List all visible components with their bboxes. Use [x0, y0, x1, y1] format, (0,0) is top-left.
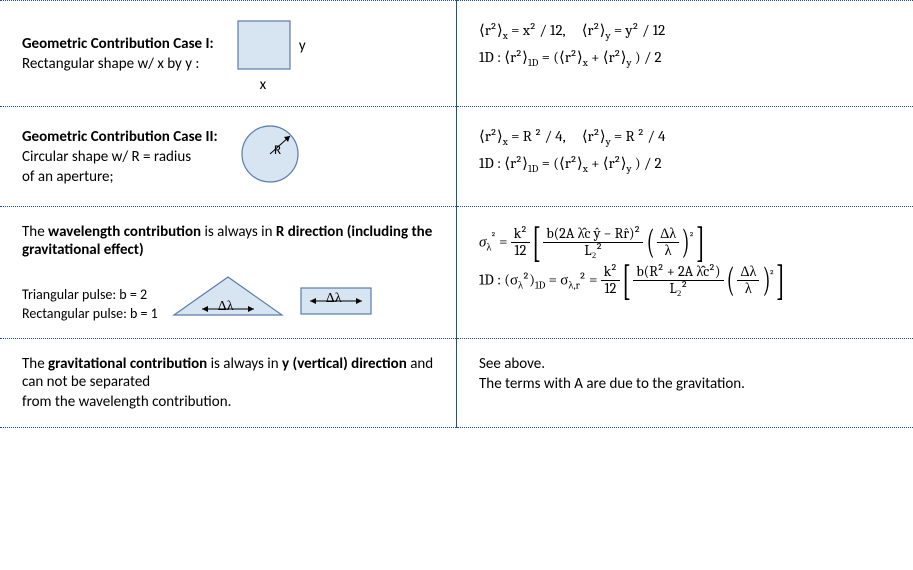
row-case1: Geometric Contribution Case I: Rectangul… — [0, 1, 913, 107]
rect-label-y: y — [299, 37, 306, 55]
pulse2-label: Rectangular pulse: b = 1 — [22, 305, 158, 322]
rect-label-x: x — [260, 76, 267, 94]
pulse1-label: Triangular pulse: b = 2 — [22, 286, 158, 303]
case2-eq1: ⟨r²⟩x = R ² / 4, ⟨r²⟩y = R ² / 4 — [479, 127, 897, 148]
case2-title: Geometric Contribution Case II: — [22, 128, 218, 146]
rect-pulse-label: Δλ — [326, 289, 342, 307]
case1-eq2: 1D : ⟨r²⟩1D = (⟨r²⟩x + ⟨r²⟩y ) / 2 — [479, 48, 897, 69]
triangle-shape: Δλ — [172, 273, 284, 324]
case2-eq2: 1D : ⟨r²⟩1D = (⟨r²⟩x + ⟨r²⟩y ) / 2 — [479, 154, 897, 175]
circle-label: R — [274, 143, 281, 158]
case1-eq1: ⟨r²⟩x = x² / 12, ⟨r²⟩y = y² / 12 — [479, 21, 897, 42]
grav-line2: from the wavelength contribution. — [22, 393, 440, 411]
grav-r2: The terms with A are due to the gravitat… — [479, 375, 897, 393]
circle-shape: R — [236, 121, 308, 192]
rect-pulse-shape: Δλ — [298, 285, 376, 324]
content-table: Geometric Contribution Case I: Rectangul… — [0, 0, 913, 428]
rect-shape: y x — [232, 15, 312, 92]
pulse-labels: Triangular pulse: b = 2 Rectangular puls… — [22, 284, 158, 324]
case2-sub2: of an aperture; — [22, 168, 218, 186]
row-wavelength: The wavelength contribution is always in… — [0, 207, 913, 339]
grav-r1: See above. — [479, 355, 897, 373]
row-gravity: The gravitational contribution is always… — [0, 339, 913, 428]
grav-line1: The gravitational contribution is always… — [22, 355, 440, 391]
wave-title: The wavelength contribution is always in… — [22, 223, 440, 259]
case2-sub1: Circular shape w/ R = radius — [22, 148, 218, 166]
case1-title: Geometric Contribution Case I: — [22, 35, 214, 53]
wave-eq1: σλ² = k²12 [ b(2A λ̂c ŷ − Rr̂)²L₂² ( Δλλ… — [479, 227, 897, 259]
tri-label: Δλ — [218, 297, 234, 315]
row-case2: Geometric Contribution Case II: Circular… — [0, 107, 913, 207]
case1-subtitle: Rectangular shape w/ x by y : — [22, 55, 214, 73]
wave-eq2: 1D : (σλ²)1D = σλ,r² = k²12 [ b(R² + 2A … — [479, 265, 897, 297]
